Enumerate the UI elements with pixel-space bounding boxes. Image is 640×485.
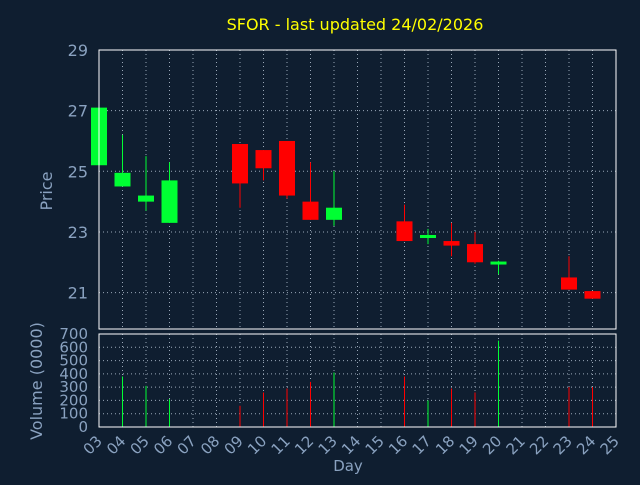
day-tick-label: 17	[409, 432, 435, 458]
day-tick-label: 24	[573, 432, 599, 458]
candle-body	[279, 140, 295, 196]
day-tick-labels: 0304050607080910111213141516171819202122…	[80, 432, 623, 458]
volume-tick-label: 100	[59, 405, 88, 423]
candle-body	[561, 277, 577, 290]
volume-tick-label: 700	[59, 325, 88, 343]
candle-body	[138, 195, 154, 202]
day-tick-label: 18	[432, 432, 458, 458]
price-tick-label: 21	[68, 284, 88, 303]
candle-body	[326, 207, 342, 220]
day-tick-label: 16	[385, 432, 411, 458]
candle-body	[114, 172, 131, 187]
candle-body	[420, 234, 436, 239]
price-axis-label: Price	[37, 171, 56, 210]
volume-tick-label: 200	[59, 391, 88, 409]
price-plot-frame	[98, 49, 617, 330]
day-tick-label: 21	[503, 432, 529, 458]
day-tick-label: 09	[221, 432, 247, 458]
day-tick-label: 07	[174, 432, 200, 458]
candle-body	[443, 241, 460, 246]
volume-tick-label: 300	[59, 378, 88, 396]
price-tick-label: 27	[68, 102, 88, 121]
volume-axis-label: Volume (0000)	[27, 322, 46, 440]
day-tick-label: 10	[244, 432, 270, 458]
day-tick-label: 06	[150, 432, 176, 458]
day-tick-label: 05	[127, 432, 153, 458]
candle-body	[232, 144, 248, 184]
day-tick-label: 03	[80, 432, 106, 458]
candle-body	[396, 221, 413, 242]
day-tick-label: 12	[291, 432, 317, 458]
x-axis-label: Day	[333, 457, 363, 475]
candle-body	[584, 291, 601, 299]
volume-bars	[122, 340, 593, 427]
day-tick-label: 25	[597, 432, 623, 458]
day-tick-label: 04	[103, 432, 129, 458]
day-tick-label: 22	[526, 432, 552, 458]
day-tick-label: 20	[479, 432, 505, 458]
volume-tick-label: 500	[59, 352, 88, 370]
candle-body	[161, 180, 178, 223]
day-tick-label: 08	[197, 432, 223, 458]
day-tick-label: 11	[268, 432, 294, 458]
candle-body	[255, 150, 272, 169]
volume-plot-area	[99, 334, 616, 427]
volume-tick-label: 600	[59, 338, 88, 356]
candle-body	[467, 244, 483, 263]
volume-plot-frame	[98, 333, 617, 428]
candle-body	[490, 261, 507, 265]
price-tick-label: 29	[68, 41, 88, 60]
price-tick-labels: 21 23 25 27 29	[68, 41, 88, 303]
candle-body	[302, 201, 319, 220]
day-tick-label: 15	[362, 432, 388, 458]
day-tick-label: 19	[456, 432, 482, 458]
day-tick-label: 23	[550, 432, 576, 458]
price-tick-label: 25	[68, 162, 88, 181]
volume-tick-label: 0	[78, 418, 88, 436]
price-tick-label: 23	[68, 223, 88, 242]
day-tick-label: 13	[315, 432, 341, 458]
chart-title: SFOR - last updated 24/02/2026	[227, 15, 484, 34]
candlesticks	[91, 107, 601, 299]
day-tick-label: 14	[338, 432, 364, 458]
volume-tick-label: 400	[59, 365, 88, 383]
